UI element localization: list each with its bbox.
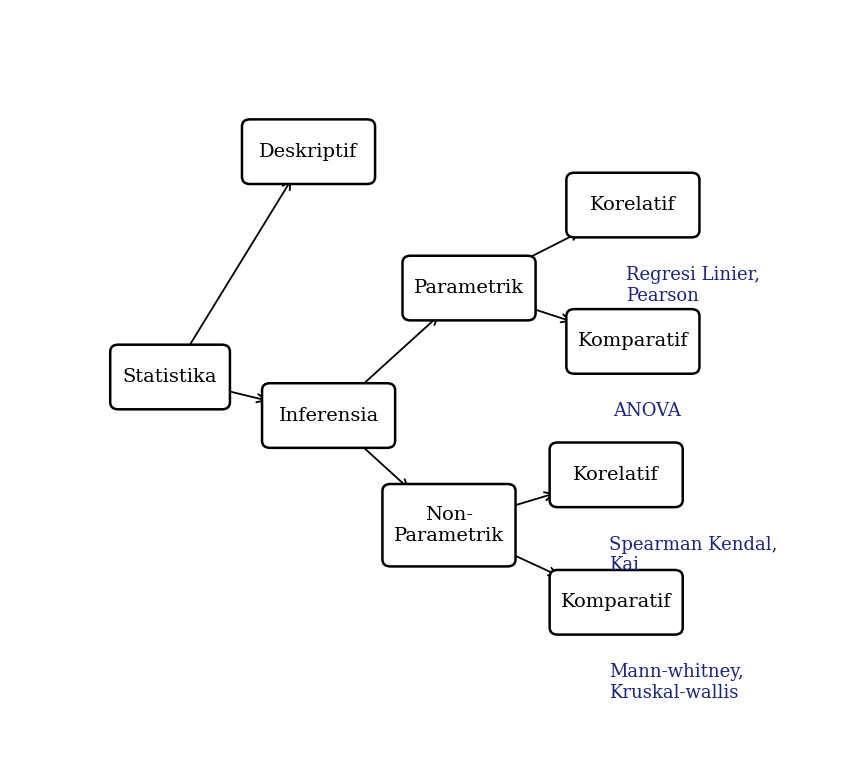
Text: Inferensia: Inferensia: [279, 407, 379, 424]
FancyBboxPatch shape: [566, 309, 699, 373]
FancyBboxPatch shape: [402, 256, 536, 320]
Text: Komparatif: Komparatif: [577, 333, 688, 350]
Text: Korelatif: Korelatif: [590, 196, 676, 214]
Text: Parametrik: Parametrik: [414, 279, 524, 297]
Text: Regresi Linier,
Pearson: Regresi Linier, Pearson: [627, 266, 760, 305]
Text: Komparatif: Komparatif: [561, 594, 671, 611]
FancyBboxPatch shape: [550, 570, 683, 634]
Text: Korelatif: Korelatif: [573, 466, 659, 484]
Text: ANOVA: ANOVA: [613, 402, 681, 420]
Text: Spearman Kendal,
Kai: Spearman Kendal, Kai: [609, 536, 778, 574]
FancyBboxPatch shape: [550, 443, 683, 507]
Text: Mann-whitney,
Kruskal-wallis: Mann-whitney, Kruskal-wallis: [609, 663, 744, 702]
FancyBboxPatch shape: [242, 119, 375, 184]
FancyBboxPatch shape: [382, 484, 515, 567]
FancyBboxPatch shape: [566, 172, 699, 237]
Text: Non-
Parametrik: Non- Parametrik: [394, 506, 504, 544]
Text: Deskriptif: Deskriptif: [260, 142, 357, 161]
FancyBboxPatch shape: [110, 345, 230, 410]
Text: Statistika: Statistika: [123, 368, 217, 386]
FancyBboxPatch shape: [262, 383, 395, 448]
